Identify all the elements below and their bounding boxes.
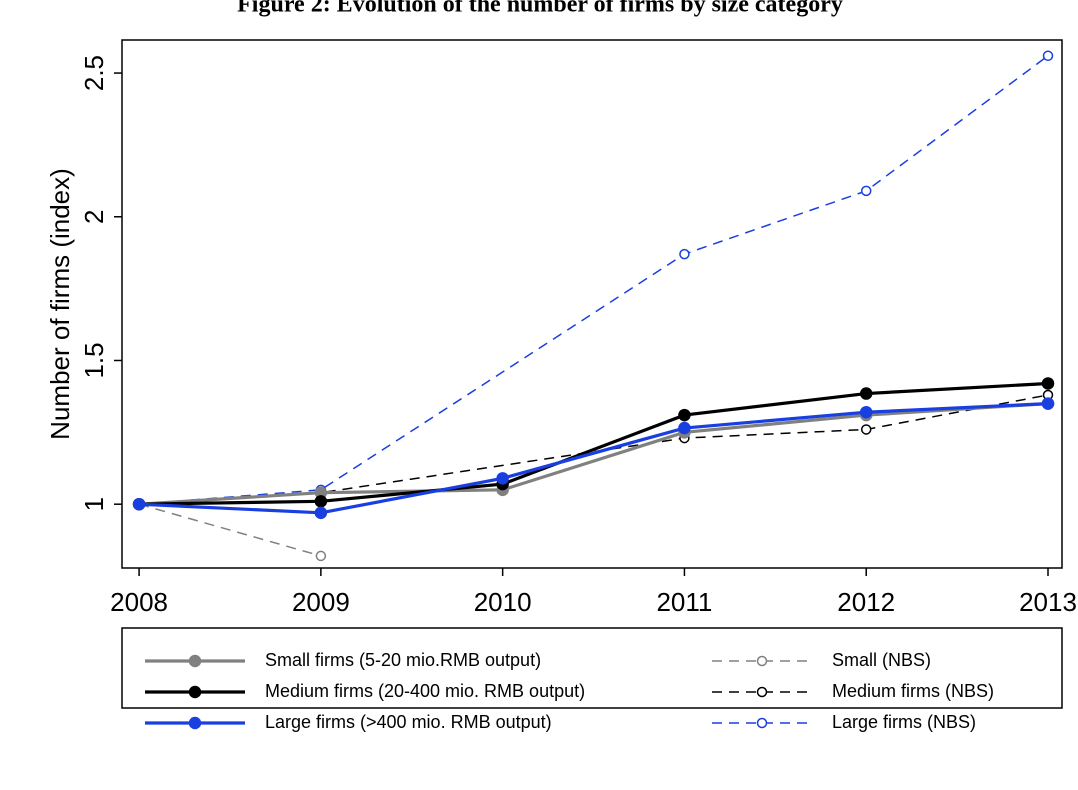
x-tick-label: 2009 bbox=[292, 587, 350, 617]
point bbox=[496, 472, 509, 485]
point bbox=[315, 550, 327, 562]
legend-label: Small firms (5-20 mio.RMB output) bbox=[265, 650, 541, 670]
point bbox=[678, 408, 691, 422]
point bbox=[678, 421, 691, 435]
point bbox=[860, 185, 872, 197]
point bbox=[1042, 50, 1054, 62]
point bbox=[859, 387, 873, 400]
chart-title: Figure 2: Evolution of the number of fir… bbox=[237, 0, 843, 18]
x-tick-label: 2011 bbox=[656, 587, 712, 617]
series-line bbox=[138, 503, 322, 557]
x-tick-label: 2013 bbox=[1019, 587, 1077, 617]
y-tick-label: 2 bbox=[79, 210, 109, 224]
point bbox=[314, 506, 328, 520]
legend-label: Large firms (NBS) bbox=[832, 712, 976, 732]
series-line bbox=[139, 381, 1049, 506]
x-tick-label: 2010 bbox=[474, 587, 532, 617]
point bbox=[1041, 377, 1055, 390]
point bbox=[860, 424, 872, 435]
y-tick-label: 2.5 bbox=[79, 55, 109, 91]
x-tick-label: 2012 bbox=[837, 587, 895, 617]
point bbox=[314, 495, 328, 508]
point bbox=[132, 497, 146, 511]
legend-marker bbox=[756, 686, 768, 698]
point bbox=[1041, 397, 1055, 410]
plot-frame bbox=[121, 39, 1063, 569]
legend-label: Small (NBS) bbox=[832, 650, 931, 670]
y-tick-label: 1 bbox=[79, 497, 109, 511]
x-tick-label: 2008 bbox=[110, 587, 168, 617]
y-axis-label: Number of firms (index) bbox=[45, 168, 75, 440]
legend-marker bbox=[756, 717, 768, 729]
legend-box bbox=[121, 627, 1063, 709]
series-line bbox=[138, 401, 1049, 506]
legend-label: Large firms (>400 mio. RMB output) bbox=[265, 712, 552, 732]
legend-marker bbox=[188, 654, 202, 668]
legend-marker bbox=[756, 655, 768, 667]
legend-marker bbox=[188, 716, 202, 730]
series-line bbox=[139, 401, 1049, 515]
legend-label: Medium firms (NBS) bbox=[832, 681, 994, 701]
point bbox=[859, 405, 873, 419]
point bbox=[679, 248, 690, 260]
legend-label: Medium firms (20-400 mio. RMB output) bbox=[265, 681, 585, 701]
legend-marker bbox=[188, 685, 202, 699]
y-tick-label: 1.5 bbox=[79, 342, 109, 378]
